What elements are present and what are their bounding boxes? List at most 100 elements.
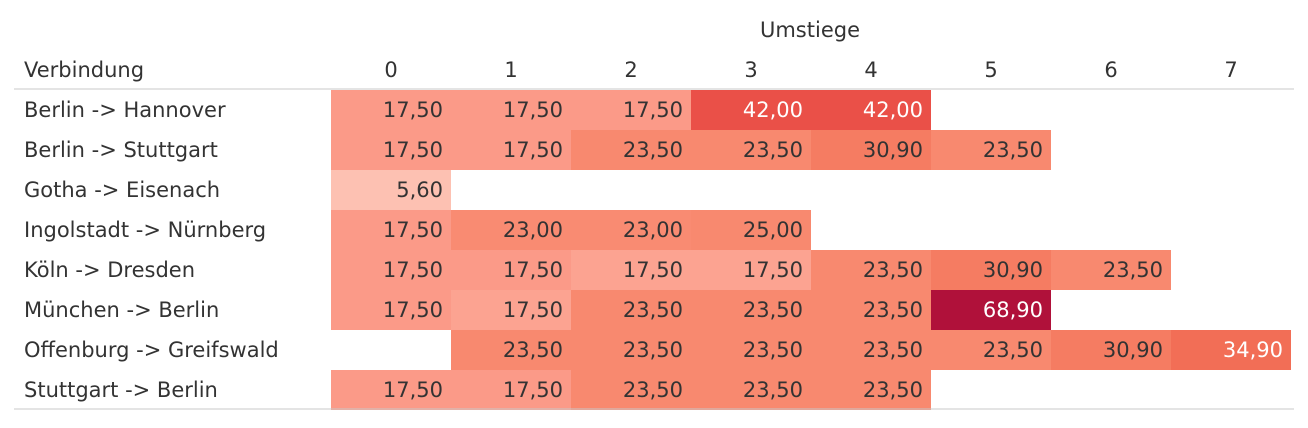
heatmap-cell: [331, 170, 451, 210]
cell-value-label: 17,50: [383, 298, 443, 322]
cell-value-label: 17,50: [383, 138, 443, 162]
heatmap-cell: [811, 90, 931, 130]
cell-value-label: 17,50: [383, 378, 443, 402]
column-headers: 0 1 2 3 4 5 6 7: [384, 58, 1237, 82]
cell-value-label: 23,50: [863, 298, 923, 322]
cell-value-label: 17,50: [503, 98, 563, 122]
column-header-5: 5: [984, 58, 997, 82]
column-header-3: 3: [744, 58, 757, 82]
row-label: Ingolstadt -> Nürnberg: [24, 218, 266, 242]
heatmap-cell: [571, 250, 691, 290]
cell-value-label: 17,50: [623, 258, 683, 282]
cell-value-label: 42,00: [743, 98, 803, 122]
cell-value-label: 23,50: [863, 378, 923, 402]
heatmap-cell: [931, 330, 1051, 370]
row-label: Berlin -> Stuttgart: [24, 138, 218, 162]
cell-value-label: 30,90: [983, 258, 1043, 282]
column-group-title: Umstiege: [760, 18, 860, 42]
column-header-6: 6: [1104, 58, 1117, 82]
cell-value-label: 17,50: [503, 378, 563, 402]
heatmap-cell: [1051, 330, 1171, 370]
heatmap-cell: [1051, 250, 1171, 290]
heatmap-cell: [1171, 330, 1291, 370]
heatmap-cell: [811, 370, 931, 410]
heatmap-cell: [691, 250, 811, 290]
cell-value-label: 17,50: [743, 258, 803, 282]
heatmap-cell: [691, 210, 811, 250]
heatmap-cell: [571, 210, 691, 250]
cell-value-label: 30,90: [863, 138, 923, 162]
cell-value-label: 17,50: [503, 298, 563, 322]
heatmap-cell: [931, 250, 1051, 290]
cell-value-label: 17,50: [623, 98, 683, 122]
heatmap-cell: [331, 210, 451, 250]
cell-value-label: 23,50: [743, 378, 803, 402]
cell-value-label: 23,00: [503, 218, 563, 242]
heatmap-cell: [571, 290, 691, 330]
heatmap-cell: [811, 250, 931, 290]
heatmap-cell: [451, 290, 571, 330]
cell-value-label: 23,50: [743, 298, 803, 322]
row-label: Berlin -> Hannover: [24, 98, 226, 122]
heatmap-cell: [571, 370, 691, 410]
row-label: Köln -> Dresden: [24, 258, 195, 282]
heatmap-cell: [451, 250, 571, 290]
cell-value-label: 17,50: [383, 218, 443, 242]
cell-value-label: 23,50: [743, 338, 803, 362]
cell-value-label: 23,50: [983, 138, 1043, 162]
cell-value-label: 17,50: [503, 138, 563, 162]
cell-value-label: 23,50: [623, 138, 683, 162]
cell-value-label: 23,50: [503, 338, 563, 362]
cell-value-label: 23,50: [623, 298, 683, 322]
cell-value-label: 23,50: [983, 338, 1043, 362]
column-header-0: 0: [384, 58, 397, 82]
cell-value-label: 17,50: [383, 258, 443, 282]
heatmap-cell: [811, 130, 931, 170]
heatmap-cell: [691, 90, 811, 130]
row-label: München -> Berlin: [24, 298, 219, 322]
cell-value-label: 5,60: [396, 178, 443, 202]
cell-value-label: 23,50: [623, 338, 683, 362]
column-header-4: 4: [864, 58, 877, 82]
heatmap-cells: 17,50 17,50 17,50 42,00 42,00 17,50 17,50 23,50…: [331, 90, 1291, 410]
heatmap-cell: [931, 290, 1051, 330]
heatmap-cell: [571, 330, 691, 370]
heatmap-cell: [811, 290, 931, 330]
heatmap-cell: [571, 90, 691, 130]
cell-value-label: 17,50: [503, 258, 563, 282]
heatmap-cell: [331, 250, 451, 290]
cell-value-label: 23,00: [623, 218, 683, 242]
heatmap-cell: [331, 290, 451, 330]
cell-value-label: 42,00: [863, 98, 923, 122]
row-label: Gotha -> Eisenach: [24, 178, 220, 202]
row-labels: Berlin -> Hannover Berlin -> Stuttgart Got…: [24, 98, 279, 402]
heatmap-cell: [811, 330, 931, 370]
cell-value-label: 23,50: [1103, 258, 1163, 282]
heatmap-cell: [571, 130, 691, 170]
cell-value-label: 23,50: [623, 378, 683, 402]
cell-value-label: 23,50: [863, 338, 923, 362]
column-header-1: 1: [504, 58, 517, 82]
cell-value-label: 68,90: [983, 298, 1043, 322]
column-header-2: 2: [624, 58, 637, 82]
column-header-7: 7: [1224, 58, 1237, 82]
heatmap-cell: [451, 370, 571, 410]
row-label: Stuttgart -> Berlin: [24, 378, 218, 402]
row-label: Offenburg -> Greifswald: [24, 338, 279, 362]
row-header-title: Verbindung: [24, 58, 144, 82]
heatmap-cell: [451, 210, 571, 250]
heatmap-cell: [931, 130, 1051, 170]
heatmap-cell: [331, 90, 451, 130]
heatmap-cell: [691, 370, 811, 410]
cell-value-label: 23,50: [743, 138, 803, 162]
heatmap-cell: [451, 130, 571, 170]
heatmap-cell: [331, 370, 451, 410]
cell-value-label: 30,90: [1103, 338, 1163, 362]
heatmap-cell: [451, 90, 571, 130]
cell-value-label: 23,50: [863, 258, 923, 282]
heatmap-cell: [691, 330, 811, 370]
heatmap-cell: [691, 290, 811, 330]
cell-value-label: 34,90: [1223, 338, 1283, 362]
heatmap-cell: [331, 130, 451, 170]
